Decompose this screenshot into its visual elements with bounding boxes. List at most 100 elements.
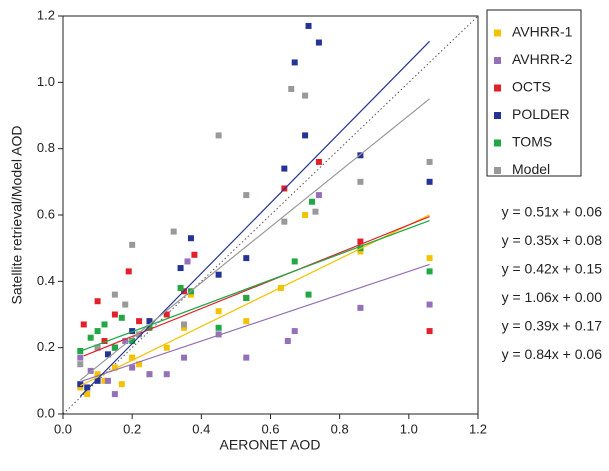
point [104, 351, 111, 358]
legend-label: AVHRR-1 [512, 24, 573, 40]
point [146, 318, 153, 325]
point [426, 301, 433, 308]
point [94, 344, 101, 351]
point [305, 22, 312, 29]
point [281, 218, 288, 225]
legend-label: OCTS [512, 79, 551, 95]
point [84, 384, 91, 391]
point [170, 228, 177, 235]
point [215, 331, 222, 338]
point [187, 291, 194, 298]
legend-label: POLDER [512, 106, 570, 122]
point [77, 381, 84, 388]
point [136, 361, 143, 368]
legend-label: TOMS [512, 134, 552, 150]
point [181, 321, 188, 328]
point [163, 344, 170, 351]
legend-marker [494, 112, 501, 119]
y-tick-label: 1.2 [37, 7, 55, 22]
fit-equation: y = 0.39x + 0.17 [502, 318, 603, 334]
fit-line [83, 216, 430, 357]
x-tick-label: 0.2 [123, 421, 141, 436]
point [129, 364, 136, 371]
point [243, 354, 250, 361]
one-to-one-line [62, 15, 479, 415]
y-tick-label: 0.8 [37, 140, 55, 155]
point [426, 268, 433, 275]
point [243, 192, 250, 199]
point [357, 152, 364, 159]
point [118, 381, 125, 388]
x-tick-label: 0.4 [192, 421, 210, 436]
legend-marker [494, 84, 501, 92]
y-tick-label: 0.2 [37, 339, 55, 354]
point [181, 354, 188, 361]
point [125, 268, 132, 275]
y-tick-label: 0.0 [37, 405, 55, 420]
y-tick-label: 0.4 [37, 273, 55, 288]
point [122, 338, 129, 345]
point [357, 238, 364, 245]
point [177, 284, 184, 291]
fit-equation: y = 1.06x + 0.00 [502, 289, 603, 305]
point [111, 344, 118, 351]
x-tick-label: 0.8 [331, 421, 349, 436]
legend-box [486, 9, 582, 177]
point [101, 321, 108, 328]
legend-marker [494, 167, 501, 174]
point [111, 391, 118, 398]
point [191, 251, 198, 258]
point [187, 235, 194, 242]
fit-equation: y = 0.35x + 0.08 [502, 232, 603, 248]
point [101, 338, 108, 345]
point [243, 294, 250, 301]
point [129, 354, 136, 361]
y-tick-label: 1.0 [37, 74, 55, 89]
point [243, 318, 250, 325]
plot-frame [62, 15, 479, 415]
point [357, 304, 364, 311]
point [80, 321, 87, 328]
point [288, 85, 295, 92]
fit-line [79, 40, 431, 397]
point [94, 328, 101, 335]
fit-equation: y = 0.84x + 0.06 [502, 346, 603, 362]
fit-line [80, 214, 430, 387]
point [136, 318, 143, 325]
legend-label: Model [512, 161, 550, 177]
point [104, 377, 111, 384]
point [77, 384, 84, 391]
point [426, 328, 433, 335]
point [129, 338, 136, 345]
point [284, 338, 291, 345]
y-tick-label: 0.6 [37, 206, 55, 221]
point [302, 132, 309, 139]
fit-equation: y = 0.51x + 0.06 [502, 204, 603, 220]
point [111, 311, 118, 318]
x-axis-label: AERONET AOD [220, 437, 321, 453]
point [118, 314, 125, 321]
point [309, 198, 315, 205]
point [315, 158, 322, 165]
point [302, 92, 309, 99]
x-tick-label: 0.6 [261, 421, 279, 436]
point [122, 301, 129, 308]
point [426, 255, 433, 262]
point [215, 324, 222, 331]
legend-marker [494, 139, 501, 147]
legend-marker [494, 29, 501, 37]
point [177, 265, 184, 272]
point [291, 258, 298, 265]
point [243, 255, 250, 262]
point [281, 165, 288, 172]
point [291, 328, 298, 335]
point [111, 291, 118, 298]
point [305, 291, 312, 298]
fit-line [79, 98, 430, 381]
point [291, 59, 298, 66]
point [181, 324, 188, 331]
point [357, 178, 364, 185]
point [129, 241, 136, 248]
point [312, 208, 319, 215]
point [94, 377, 101, 384]
